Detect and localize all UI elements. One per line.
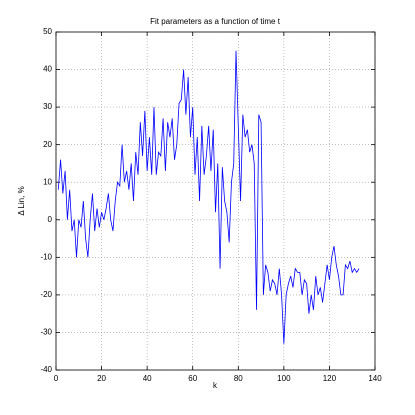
y-tick-label: -30 (40, 328, 52, 337)
y-tick-label: 10 (43, 177, 52, 186)
x-tick-label: 100 (277, 374, 291, 383)
y-tick-label: 0 (48, 215, 53, 224)
x-tick-label: 80 (234, 374, 243, 383)
x-tick-label: 60 (188, 374, 197, 383)
chart-title: Fit parameters as a function of time t (150, 17, 281, 26)
x-tick-label: 140 (368, 374, 382, 383)
x-tick-label: 40 (143, 374, 152, 383)
y-tick-label: 50 (43, 27, 52, 36)
y-axis-label: Δ Lin, % (17, 186, 26, 215)
x-tick-label: 120 (323, 374, 337, 383)
y-tick-label: -10 (40, 252, 52, 261)
x-tick-label: 20 (97, 374, 106, 383)
plot-frame (55, 31, 376, 371)
y-tick-label: -40 (40, 365, 52, 374)
x-tick-label: 0 (54, 374, 59, 383)
x-axis-label: k (213, 381, 218, 390)
y-tick-label: -20 (40, 290, 52, 299)
data-line (57, 50, 360, 344)
y-tick-label: 40 (43, 65, 52, 74)
y-tick-label: 30 (43, 102, 52, 111)
y-tick-label: 20 (43, 140, 52, 149)
